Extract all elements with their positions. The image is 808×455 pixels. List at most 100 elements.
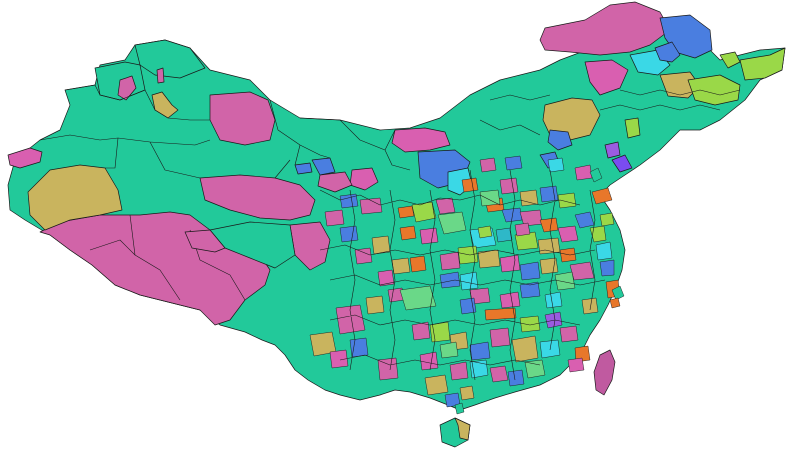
county (519, 315, 541, 333)
liaoning-dalian (611, 154, 633, 173)
county (469, 359, 489, 379)
xinjiang-kashgar (27, 164, 123, 231)
county (437, 211, 467, 235)
county (574, 345, 591, 363)
xinjiang-bortala-pink (117, 75, 137, 101)
county (489, 327, 511, 348)
county (581, 297, 599, 315)
gansu-blue-1 (311, 157, 336, 176)
county (589, 225, 607, 243)
county (459, 385, 475, 401)
heilongjiang-shuangyashan (719, 51, 741, 69)
tibet-internal-1 (129, 214, 181, 301)
province-border-central (299, 117, 411, 171)
county (371, 235, 391, 255)
county (439, 341, 459, 359)
county (339, 225, 359, 243)
tibet-internal-3 (89, 239, 136, 256)
gansu-blue-2 (294, 162, 313, 175)
coastal-islands (454, 167, 625, 415)
county (504, 155, 523, 171)
county (399, 225, 417, 241)
county (449, 361, 469, 381)
inner-mongolia-xilingol (542, 97, 601, 141)
county (324, 209, 345, 227)
county (524, 359, 546, 379)
county (479, 189, 501, 207)
county (519, 189, 539, 207)
county (559, 325, 579, 343)
county (499, 254, 521, 273)
county (335, 304, 366, 335)
island (589, 167, 603, 183)
qinghai-yushu (209, 221, 296, 269)
county (365, 295, 385, 315)
taiwan (593, 349, 616, 396)
heilongjiang-yichun (654, 41, 681, 63)
county (419, 227, 439, 245)
county (397, 205, 415, 219)
county (409, 255, 427, 273)
county (411, 321, 431, 341)
county (429, 321, 451, 343)
county (557, 192, 577, 209)
county (459, 271, 479, 291)
xinjiang-west-pink (7, 147, 43, 169)
county (537, 237, 561, 255)
inner-mongolia-hulunbuir (539, 1, 671, 56)
inner-mongolia-hinggan (584, 59, 629, 96)
county (495, 227, 513, 243)
county (484, 307, 517, 321)
xinjiang-mid-lines-2 (105, 137, 119, 169)
xinjiang-mid-lines-3 (149, 141, 201, 179)
county (359, 197, 383, 215)
xinjiang-bayingol (209, 91, 276, 146)
heilongjiang-jiamusi (739, 47, 786, 81)
county-border-mesh (319, 89, 741, 381)
county (539, 217, 559, 233)
county (519, 281, 541, 299)
county (479, 157, 497, 173)
county (329, 349, 349, 369)
county (539, 185, 559, 203)
xinjiang-urumqi (156, 67, 165, 84)
county (539, 257, 559, 275)
county (544, 291, 563, 309)
county (377, 357, 399, 381)
county (424, 374, 449, 396)
liaoning-purple (604, 141, 621, 159)
county (514, 222, 531, 237)
county (499, 177, 519, 195)
county (574, 164, 593, 181)
county (477, 225, 493, 239)
county (599, 212, 615, 227)
major-region-layer (7, 1, 786, 326)
qinghai-haixi (199, 174, 316, 221)
county (489, 365, 509, 383)
county (457, 245, 479, 265)
hainan-east (454, 417, 471, 441)
county (591, 187, 613, 205)
county-layer (269, 89, 741, 408)
county (567, 357, 585, 373)
island (609, 297, 621, 309)
county (559, 247, 577, 263)
gansu-jiuquan (391, 127, 451, 153)
county (557, 225, 579, 243)
xinjiang-altay (134, 39, 206, 79)
county (399, 285, 437, 311)
county (469, 341, 491, 361)
jilin-patch-lime (624, 117, 641, 139)
county (507, 369, 525, 387)
county (595, 241, 613, 261)
county (599, 259, 615, 277)
jilin-blue (547, 129, 573, 151)
gansu-magenta (317, 171, 353, 193)
county (439, 251, 461, 271)
county (554, 271, 576, 291)
county (439, 271, 461, 289)
county (377, 269, 395, 287)
county (461, 177, 479, 193)
